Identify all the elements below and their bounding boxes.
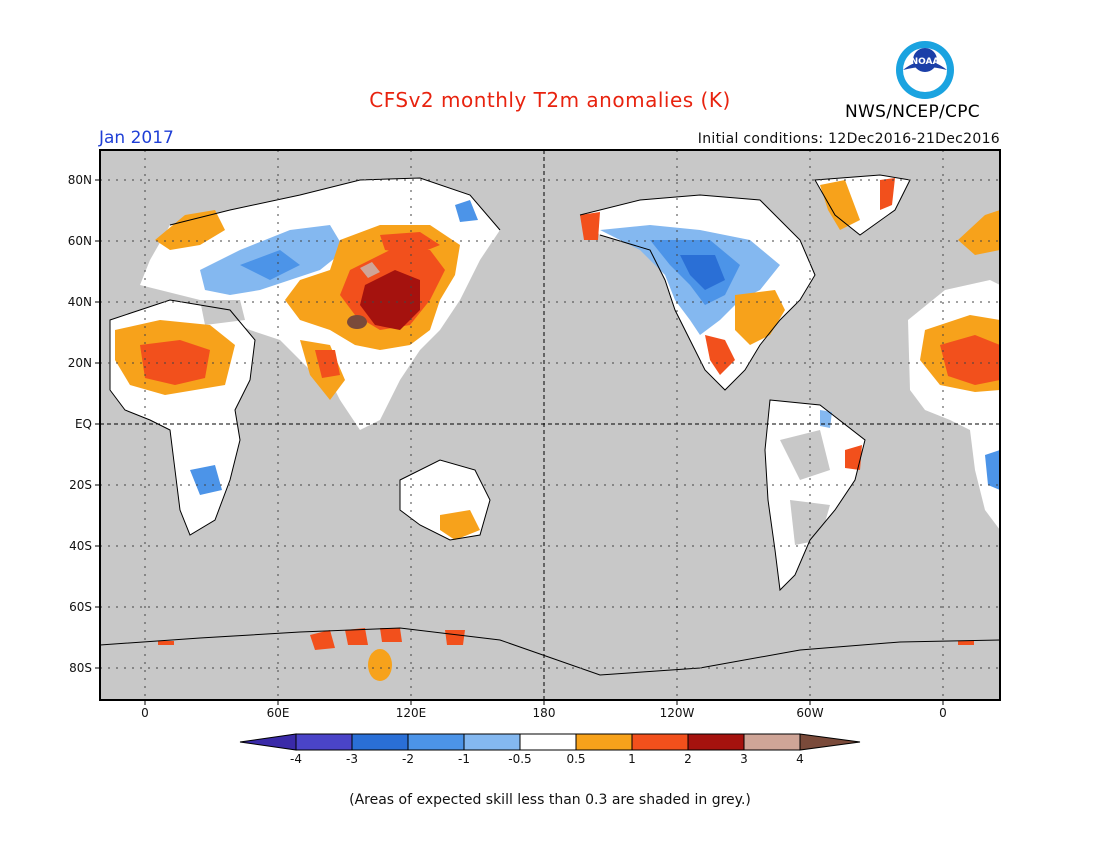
logo-text: NOAA (911, 57, 940, 67)
colorbar-swatch (743, 733, 801, 751)
lat-label: EQ (74, 417, 92, 431)
noaa-logo: NOAA (896, 41, 954, 99)
map-title: CFSv2 monthly T2m anomalies (K) (369, 88, 731, 112)
warm-anomaly-antarctica (310, 630, 335, 650)
lat-label: 60N (67, 234, 92, 248)
colorbar-label: 2 (684, 752, 692, 766)
lat-label: 60S (69, 600, 92, 614)
map-frame (99, 149, 1001, 701)
colorbar-swatch (519, 733, 577, 751)
forecast-month: Jan 2017 (99, 128, 174, 148)
graticule (100, 150, 1000, 700)
colorbar-swatch (687, 733, 745, 751)
agency-label: NWS/NCEP/CPC (845, 102, 980, 122)
lon-label: 0 (141, 706, 149, 720)
lon-label: 120W (659, 706, 695, 720)
colorbar-left-arrow (239, 733, 297, 751)
initial-conditions: Initial conditions: 12Dec2016-21Dec2016 (697, 131, 1000, 147)
lat-label: 80N (67, 173, 92, 187)
colorbar-label: -0.5 (508, 752, 532, 766)
lat-label: 20S (69, 478, 92, 492)
colorbar-label: -3 (346, 752, 358, 766)
colorbar-swatch (407, 733, 465, 751)
lon-label: 60E (266, 706, 290, 720)
colorbar-swatch (463, 733, 521, 751)
lat-label: 40N (67, 295, 92, 309)
skill-footnote: (Areas of expected skill less than 0.3 a… (349, 792, 751, 808)
colorbar-label: 3 (740, 752, 748, 766)
colorbar-label: 4 (796, 752, 804, 766)
colorbar-label: -2 (402, 752, 414, 766)
lat-label: 20N (67, 356, 92, 370)
lon-label: 120E (395, 706, 427, 720)
colorbar-swatch (351, 733, 409, 751)
lat-label: 80S (69, 661, 92, 675)
warm-anomaly-scandinavia (155, 210, 225, 250)
colorbar-swatch (295, 733, 353, 751)
lon-label: 180 (532, 706, 556, 720)
lon-label: 0 (939, 706, 947, 720)
colorbar-label: 0.5 (566, 752, 586, 766)
warm-anomaly-us-east (735, 290, 785, 345)
colorbar-swatch (575, 733, 633, 751)
lon-label: 60W (796, 706, 824, 720)
colorbar-label: -4 (290, 752, 302, 766)
colorbar-label: 1 (628, 752, 636, 766)
lat-label: 40S (69, 539, 92, 553)
colorbar-right-arrow (799, 733, 861, 751)
colorbar-swatch (631, 733, 689, 751)
colorbar-label: -1 (458, 752, 470, 766)
